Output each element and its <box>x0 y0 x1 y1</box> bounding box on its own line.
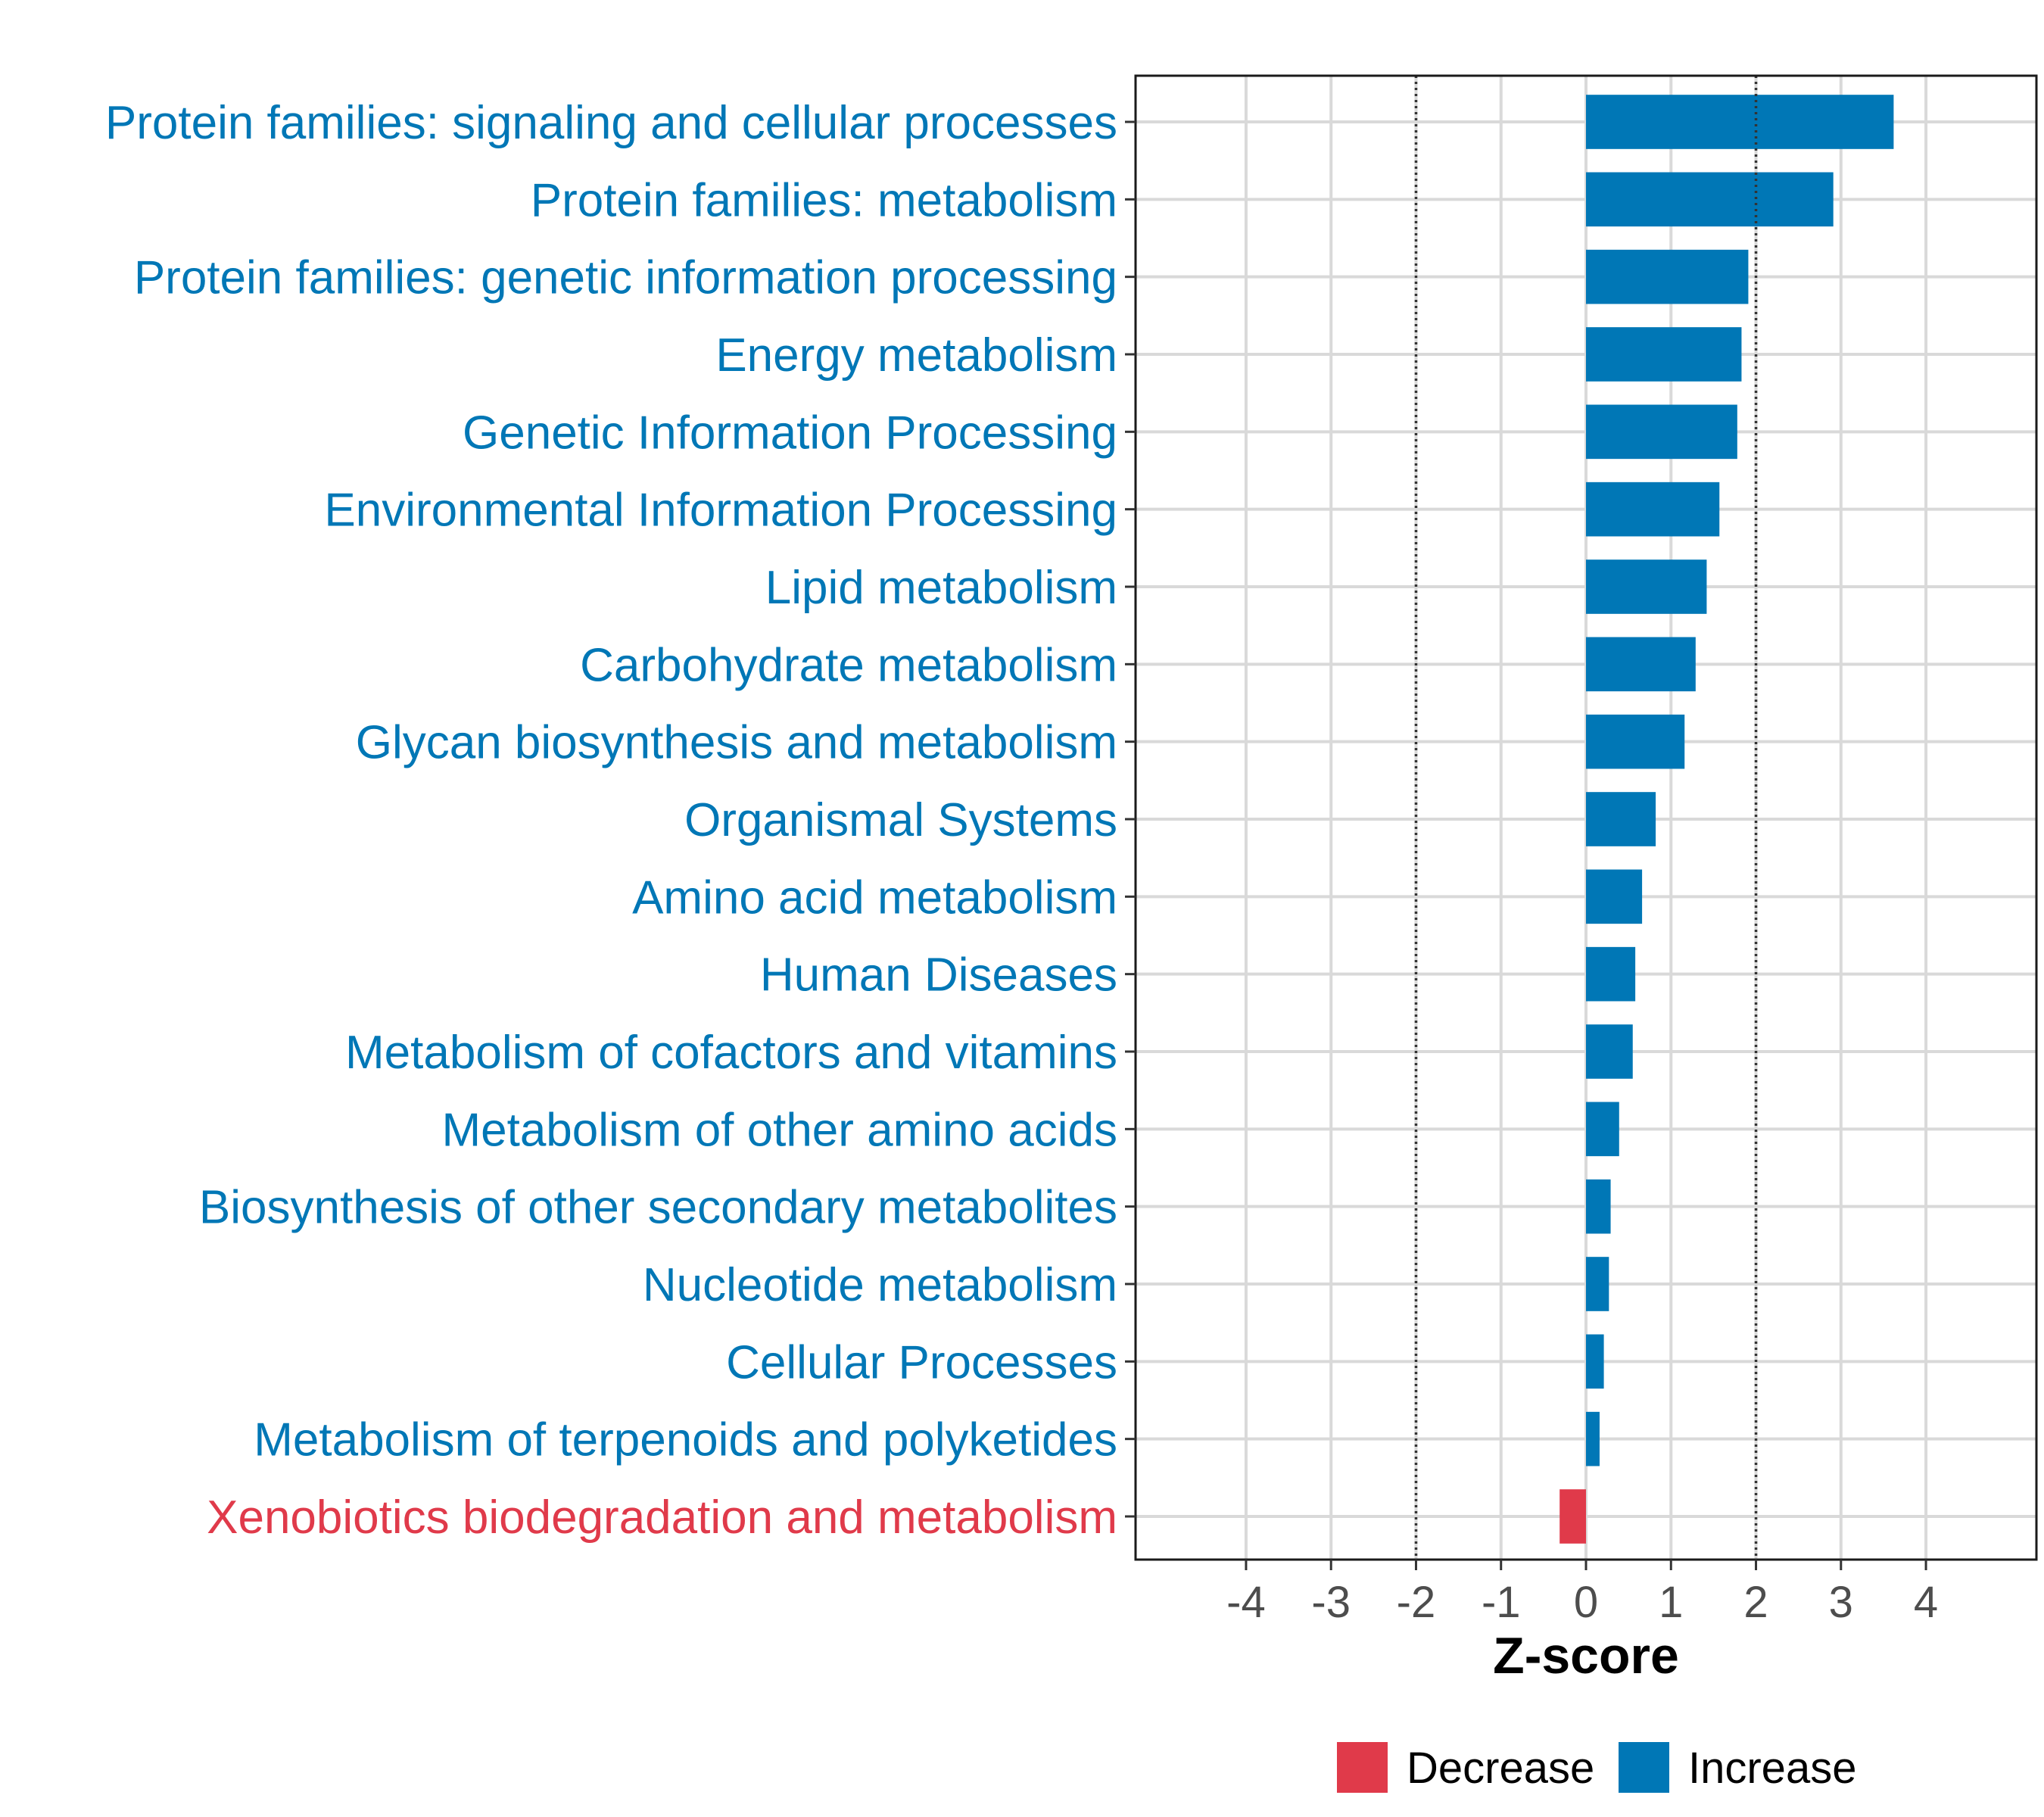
bars <box>1559 95 1894 1544</box>
bar <box>1586 1411 1600 1466</box>
bar <box>1586 792 1656 846</box>
x-axis-title: Z-score <box>1493 1627 1679 1685</box>
x-tick-label: -3 <box>1311 1578 1351 1627</box>
x-tick-label: 0 <box>1574 1578 1598 1627</box>
category-label: Genetic Information Processing <box>463 407 1117 459</box>
bar <box>1586 1334 1604 1389</box>
category-label: Lipid metabolism <box>765 562 1117 614</box>
bar <box>1586 95 1894 149</box>
bar <box>1586 249 1749 304</box>
bar <box>1586 404 1737 460</box>
category-label: Carbohydrate metabolism <box>580 639 1117 691</box>
bar <box>1586 1179 1611 1234</box>
category-label: Protein families: signaling and cellular… <box>105 97 1117 149</box>
x-tick-label: 4 <box>1914 1578 1938 1627</box>
category-label: Human Diseases <box>760 949 1117 1002</box>
category-label: Xenobiotics biodegradation and metabolis… <box>207 1491 1117 1544</box>
legend-key <box>1337 1742 1388 1793</box>
x-tick-label: -1 <box>1482 1578 1521 1627</box>
category-label: Energy metabolism <box>715 329 1117 382</box>
category-label: Protein families: genetic information pr… <box>134 252 1117 304</box>
x-tick-labels: -4 -3 -2 -1 0 1 2 3 4 <box>1226 1578 1938 1627</box>
legend: Decrease Increase <box>1337 1742 1856 1793</box>
bar <box>1586 1102 1619 1157</box>
category-label: Organismal Systems <box>684 794 1117 846</box>
bar <box>1586 869 1643 924</box>
x-tick-label: 2 <box>1743 1578 1768 1627</box>
category-label: Nucleotide metabolism <box>643 1259 1117 1311</box>
bar <box>1559 1489 1586 1544</box>
category-label: Protein families: metabolism <box>531 174 1117 226</box>
y-axis-ticks <box>1125 120 1136 1518</box>
bar <box>1586 1024 1633 1079</box>
x-tick-label: 1 <box>1659 1578 1683 1627</box>
x-tick-label: -2 <box>1397 1578 1436 1627</box>
bar <box>1586 946 1636 1002</box>
category-label: Metabolism of cofactors and vitamins <box>345 1027 1117 1079</box>
category-labels: Protein families: signaling and cellular… <box>105 97 1117 1544</box>
legend-key <box>1619 1742 1669 1793</box>
legend-label: Increase <box>1688 1744 1856 1793</box>
bar <box>1586 172 1834 227</box>
category-label: Cellular Processes <box>726 1336 1117 1388</box>
bar <box>1586 327 1742 382</box>
bar <box>1586 482 1720 537</box>
bar <box>1586 1257 1609 1311</box>
bar <box>1586 637 1696 692</box>
category-label: Metabolism of terpenoids and polyketides <box>254 1414 1117 1466</box>
category-label: Glycan biosynthesis and metabolism <box>356 717 1117 769</box>
category-label: Biosynthesis of other secondary metaboli… <box>199 1182 1117 1234</box>
bar <box>1586 714 1685 769</box>
threshold-lines <box>1414 76 1758 1560</box>
bar <box>1586 559 1707 614</box>
category-label: Amino acid metabolism <box>632 871 1117 924</box>
category-label: Metabolism of other amino acids <box>441 1104 1117 1156</box>
category-label: Environmental Information Processing <box>324 485 1117 537</box>
x-tick-label: -4 <box>1226 1578 1266 1627</box>
x-axis-ticks <box>1245 1560 1927 1570</box>
legend-label: Decrease <box>1407 1744 1594 1793</box>
x-tick-label: 3 <box>1829 1578 1853 1627</box>
